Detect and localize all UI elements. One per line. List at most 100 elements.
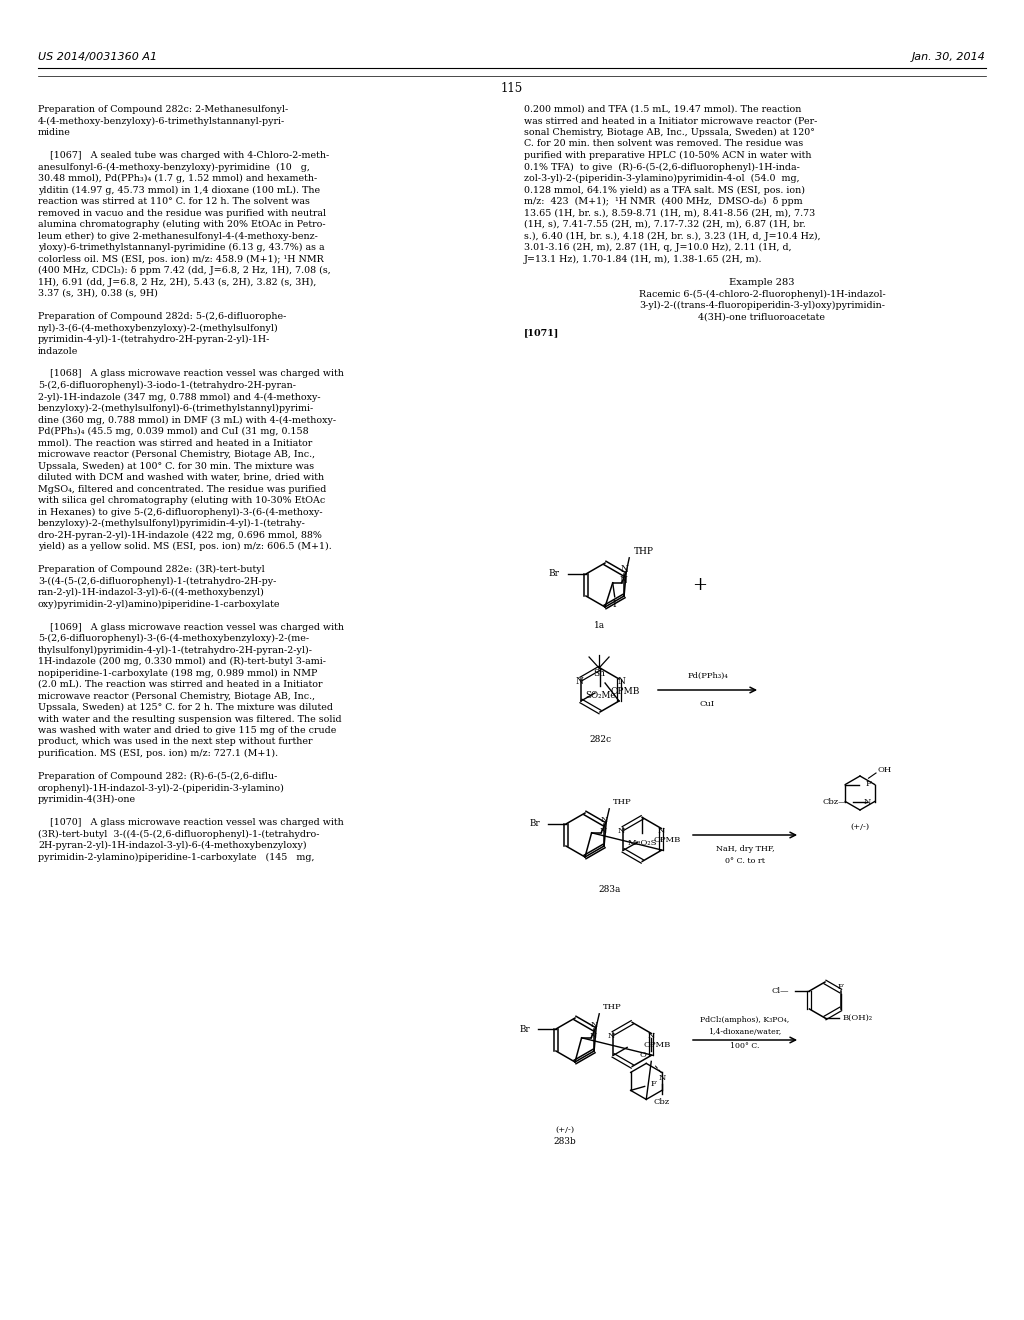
Text: dine (360 mg, 0.788 mmol) in DMF (3 mL) with 4-(4-methoxy-: dine (360 mg, 0.788 mmol) in DMF (3 mL) … bbox=[38, 416, 336, 425]
Text: Cl—: Cl— bbox=[772, 987, 790, 995]
Text: (+/-): (+/-) bbox=[555, 1126, 574, 1134]
Text: s.), 6.40 (1H, br. s.), 4.18 (2H, br. s.), 3.23 (1H, d, J=10.4 Hz),: s.), 6.40 (1H, br. s.), 4.18 (2H, br. s.… bbox=[524, 231, 820, 240]
Text: indazole: indazole bbox=[38, 346, 79, 355]
Text: 1H), 6.91 (dd, J=6.8, 2 Hz, 2H), 5.43 (s, 2H), 3.82 (s, 3H),: 1H), 6.91 (dd, J=6.8, 2 Hz, 2H), 5.43 (s… bbox=[38, 277, 316, 286]
Text: 3-((4-(5-(2,6-difluorophenyl)-1-(tetrahydro-2H-py-: 3-((4-(5-(2,6-difluorophenyl)-1-(tetrahy… bbox=[38, 577, 276, 586]
Text: [1071]: [1071] bbox=[524, 327, 559, 337]
Text: nopiperidine-1-carboxylate (198 mg, 0.989 mmol) in NMP: nopiperidine-1-carboxylate (198 mg, 0.98… bbox=[38, 668, 317, 677]
Text: (400 MHz, CDCl₃): δ ppm 7.42 (dd, J=6.8, 2 Hz, 1H), 7.08 (s,: (400 MHz, CDCl₃): δ ppm 7.42 (dd, J=6.8,… bbox=[38, 267, 331, 275]
Text: nyl)-3-(6-(4-methoxybenzyloxy)-2-(methylsulfonyl): nyl)-3-(6-(4-methoxybenzyloxy)-2-(methyl… bbox=[38, 323, 279, 333]
Text: F: F bbox=[650, 1080, 656, 1089]
Text: 30.48 mmol), Pd(PPh₃)₄ (1.7 g, 1.52 mmol) and hexameth-: 30.48 mmol), Pd(PPh₃)₄ (1.7 g, 1.52 mmol… bbox=[38, 174, 317, 183]
Text: N: N bbox=[621, 565, 628, 574]
Text: purification. MS (ESI, pos. ion) m/z: 727.1 (M+1).: purification. MS (ESI, pos. ion) m/z: 72… bbox=[38, 748, 279, 758]
Text: NaH, dry THF,: NaH, dry THF, bbox=[716, 845, 774, 853]
Text: THP: THP bbox=[634, 548, 654, 556]
Text: was stirred and heated in a Initiator microwave reactor (Per-: was stirred and heated in a Initiator mi… bbox=[524, 116, 817, 125]
Text: microwave reactor (Personal Chemistry, Biotage AB, Inc.,: microwave reactor (Personal Chemistry, B… bbox=[38, 692, 315, 701]
Text: midine: midine bbox=[38, 128, 71, 137]
Text: Br: Br bbox=[519, 1024, 530, 1034]
Text: reaction was stirred at 110° C. for 12 h. The solvent was: reaction was stirred at 110° C. for 12 h… bbox=[38, 197, 310, 206]
Text: was washed with water and dried to give 115 mg of the crude: was washed with water and dried to give … bbox=[38, 726, 336, 735]
Text: CuI: CuI bbox=[700, 700, 715, 708]
Text: Pd(PPh₃)₄: Pd(PPh₃)₄ bbox=[687, 672, 728, 680]
Text: Sn: Sn bbox=[593, 668, 605, 677]
Text: Pd(PPh₃)₄ (45.5 mg, 0.039 mmol) and CuI (31 mg, 0.158: Pd(PPh₃)₄ (45.5 mg, 0.039 mmol) and CuI … bbox=[38, 426, 308, 436]
Text: N: N bbox=[599, 826, 607, 834]
Text: yloxy)-6-trimethylstannanyl-pyrimidine (6.13 g, 43.7%) as a: yloxy)-6-trimethylstannanyl-pyrimidine (… bbox=[38, 243, 325, 252]
Text: 2H-pyran-2-yl)-1H-indazol-3-yl)-6-(4-methoxybenzyloxy): 2H-pyran-2-yl)-1H-indazol-3-yl)-6-(4-met… bbox=[38, 841, 306, 850]
Text: sonal Chemistry, Biotage AB, Inc., Upssala, Sweden) at 120°: sonal Chemistry, Biotage AB, Inc., Upssa… bbox=[524, 128, 815, 137]
Text: Preparation of Compound 282e: (3R)-tert-butyl: Preparation of Compound 282e: (3R)-tert-… bbox=[38, 565, 265, 574]
Text: MgSO₄, filtered and concentrated. The residue was purified: MgSO₄, filtered and concentrated. The re… bbox=[38, 484, 327, 494]
Text: J=13.1 Hz), 1.70-1.84 (1H, m), 1.38-1.65 (2H, m).: J=13.1 Hz), 1.70-1.84 (1H, m), 1.38-1.65… bbox=[524, 255, 763, 264]
Text: N: N bbox=[658, 1074, 666, 1082]
Text: N: N bbox=[617, 828, 625, 836]
Text: THP: THP bbox=[613, 797, 632, 805]
Text: N: N bbox=[863, 797, 870, 805]
Text: colorless oil. MS (ESI, pos. ion) m/z: 458.9 (M+1); ¹H NMR: colorless oil. MS (ESI, pos. ion) m/z: 4… bbox=[38, 255, 324, 264]
Text: [1068]   A glass microwave reaction vessel was charged with: [1068] A glass microwave reaction vessel… bbox=[38, 370, 344, 379]
Text: mmol). The reaction was stirred and heated in a Initiator: mmol). The reaction was stirred and heat… bbox=[38, 438, 312, 447]
Text: (+/-): (+/-) bbox=[851, 822, 869, 832]
Text: Racemic 6-(5-(4-chloro-2-fluorophenyl)-1H-indazol-: Racemic 6-(5-(4-chloro-2-fluorophenyl)-1… bbox=[639, 289, 886, 298]
Text: yield) as a yellow solid. MS (ESI, pos. ion) m/z: 606.5 (M+1).: yield) as a yellow solid. MS (ESI, pos. … bbox=[38, 543, 332, 552]
Text: removed in vacuo and the residue was purified with neutral: removed in vacuo and the residue was pur… bbox=[38, 209, 326, 218]
Text: 0.128 mmol, 64.1% yield) as a TFA salt. MS (ESI, pos. ion): 0.128 mmol, 64.1% yield) as a TFA salt. … bbox=[524, 186, 805, 194]
Text: F: F bbox=[865, 780, 871, 788]
Text: 13.65 (1H, br. s.), 8.59-8.71 (1H, m), 8.41-8.56 (2H, m), 7.73: 13.65 (1H, br. s.), 8.59-8.71 (1H, m), 8… bbox=[524, 209, 815, 218]
Text: 283b: 283b bbox=[554, 1138, 577, 1147]
Text: anesulfonyl-6-(4-methoxy-benzyloxy)-pyrimidine  (10   g,: anesulfonyl-6-(4-methoxy-benzyloxy)-pyri… bbox=[38, 162, 310, 172]
Text: diluted with DCM and washed with water, brine, dried with: diluted with DCM and washed with water, … bbox=[38, 473, 325, 482]
Text: N: N bbox=[617, 676, 625, 685]
Text: in Hexanes) to give 5-(2,6-difluorophenyl)-3-(6-(4-methoxy-: in Hexanes) to give 5-(2,6-difluoropheny… bbox=[38, 507, 323, 516]
Text: [1069]   A glass microwave reaction vessel was charged with: [1069] A glass microwave reaction vessel… bbox=[38, 623, 344, 631]
Text: purified with preparative HPLC (10-50% ACN in water with: purified with preparative HPLC (10-50% A… bbox=[524, 150, 811, 160]
Text: 2-yl)-1H-indazole (347 mg, 0.788 mmol) and 4-(4-methoxy-: 2-yl)-1H-indazole (347 mg, 0.788 mmol) a… bbox=[38, 392, 321, 401]
Text: N: N bbox=[600, 816, 608, 824]
Text: 283a: 283a bbox=[599, 886, 622, 895]
Text: 4(3H)-one trifluoroacetate: 4(3H)-one trifluoroacetate bbox=[698, 313, 825, 322]
Text: F: F bbox=[838, 983, 844, 991]
Text: (3R)-tert-butyl  3-((4-(5-(2,6-difluorophenyl)-1-(tetrahydro-: (3R)-tert-butyl 3-((4-(5-(2,6-difluoroph… bbox=[38, 829, 319, 838]
Text: C. for 20 min. then solvent was removed. The residue was: C. for 20 min. then solvent was removed.… bbox=[524, 140, 803, 149]
Text: 100° C.: 100° C. bbox=[730, 1041, 760, 1049]
Text: m/z:  423  (M+1);  ¹H NMR  (400 MHz,  DMSO-d₆)  δ ppm: m/z: 423 (M+1); ¹H NMR (400 MHz, DMSO-d₆… bbox=[524, 197, 803, 206]
Text: product, which was used in the next step without further: product, which was used in the next step… bbox=[38, 738, 312, 747]
Text: 0.1% TFA)  to give  (R)-6-(5-(2,6-difluorophenyl)-1H-inda-: 0.1% TFA) to give (R)-6-(5-(2,6-difluoro… bbox=[524, 162, 800, 172]
Text: N: N bbox=[590, 1032, 597, 1040]
Text: alumina chromatography (eluting with 20% EtOAc in Petro-: alumina chromatography (eluting with 20%… bbox=[38, 220, 326, 230]
Text: 1H-indazole (200 mg, 0.330 mmol) and (R)-tert-butyl 3-ami-: 1H-indazole (200 mg, 0.330 mmol) and (R)… bbox=[38, 657, 326, 667]
Text: US 2014/0031360 A1: US 2014/0031360 A1 bbox=[38, 51, 157, 62]
Text: 0.200 mmol) and TFA (1.5 mL, 19.47 mmol). The reaction: 0.200 mmol) and TFA (1.5 mL, 19.47 mmol)… bbox=[524, 106, 802, 114]
Text: 1a: 1a bbox=[595, 620, 605, 630]
Text: OPMB: OPMB bbox=[611, 686, 640, 696]
Text: pyrimidin-2-ylamino)piperidine-1-carboxylate   (145   mg,: pyrimidin-2-ylamino)piperidine-1-carboxy… bbox=[38, 853, 314, 862]
Text: THP: THP bbox=[603, 1003, 622, 1011]
Text: N: N bbox=[620, 577, 628, 585]
Text: N: N bbox=[575, 676, 583, 685]
Text: N: N bbox=[647, 1032, 655, 1040]
Text: leum ether) to give 2-methanesulfonyl-4-(4-methoxy-benz-: leum ether) to give 2-methanesulfonyl-4-… bbox=[38, 231, 317, 240]
Text: Preparation of Compound 282: (R)-6-(5-(2,6-diflu-: Preparation of Compound 282: (R)-6-(5-(2… bbox=[38, 772, 278, 781]
Text: Upssala, Sweden) at 100° C. for 30 min. The mixture was: Upssala, Sweden) at 100° C. for 30 min. … bbox=[38, 462, 314, 471]
Text: Upssala, Sweden) at 125° C. for 2 h. The mixture was diluted: Upssala, Sweden) at 125° C. for 2 h. The… bbox=[38, 704, 333, 711]
Text: OPMB: OPMB bbox=[643, 1041, 671, 1049]
Text: zol-3-yl)-2-(piperidin-3-ylamino)pyrimidin-4-ol  (54.0  mg,: zol-3-yl)-2-(piperidin-3-ylamino)pyrimid… bbox=[524, 174, 800, 183]
Text: N: N bbox=[591, 1020, 598, 1028]
Text: MeO₂S: MeO₂S bbox=[628, 840, 657, 847]
Text: 282c: 282c bbox=[589, 735, 611, 744]
Text: benzyloxy)-2-(methylsulfonyl)pyrimidin-4-yl)-1-(tetrahy-: benzyloxy)-2-(methylsulfonyl)pyrimidin-4… bbox=[38, 519, 306, 528]
Text: oxy)pyrimidin-2-yl)amino)piperidine-1-carboxylate: oxy)pyrimidin-2-yl)amino)piperidine-1-ca… bbox=[38, 599, 281, 609]
Text: Preparation of Compound 282d: 5-(2,6-difluorophe-: Preparation of Compound 282d: 5-(2,6-dif… bbox=[38, 312, 287, 321]
Text: I: I bbox=[613, 601, 616, 610]
Text: ylditin (14.97 g, 45.73 mmol) in 1,4 dioxane (100 mL). The: ylditin (14.97 g, 45.73 mmol) in 1,4 dio… bbox=[38, 186, 321, 194]
Text: N: N bbox=[607, 1032, 614, 1040]
Text: 3-yl)-2-((trans-4-fluoropiperidin-3-yl)oxy)pyrimidin-: 3-yl)-2-((trans-4-fluoropiperidin-3-yl)o… bbox=[639, 301, 885, 310]
Text: pyrimidin-4-yl)-1-(tetrahydro-2H-pyran-2-yl)-1H-: pyrimidin-4-yl)-1-(tetrahydro-2H-pyran-2… bbox=[38, 335, 270, 345]
Text: N: N bbox=[657, 828, 665, 836]
Text: (1H, s), 7.41-7.55 (2H, m), 7.17-7.32 (2H, m), 6.87 (1H, br.: (1H, s), 7.41-7.55 (2H, m), 7.17-7.32 (2… bbox=[524, 220, 806, 228]
Text: microwave reactor (Personal Chemistry, Biotage AB, Inc.,: microwave reactor (Personal Chemistry, B… bbox=[38, 450, 315, 459]
Text: ran-2-yl)-1H-indazol-3-yl)-6-((4-methoxybenzyl): ran-2-yl)-1H-indazol-3-yl)-6-((4-methoxy… bbox=[38, 587, 265, 597]
Text: 5-(2,6-difluorophenyl)-3-(6-(4-methoxybenzyloxy)-2-(me-: 5-(2,6-difluorophenyl)-3-(6-(4-methoxybe… bbox=[38, 634, 309, 643]
